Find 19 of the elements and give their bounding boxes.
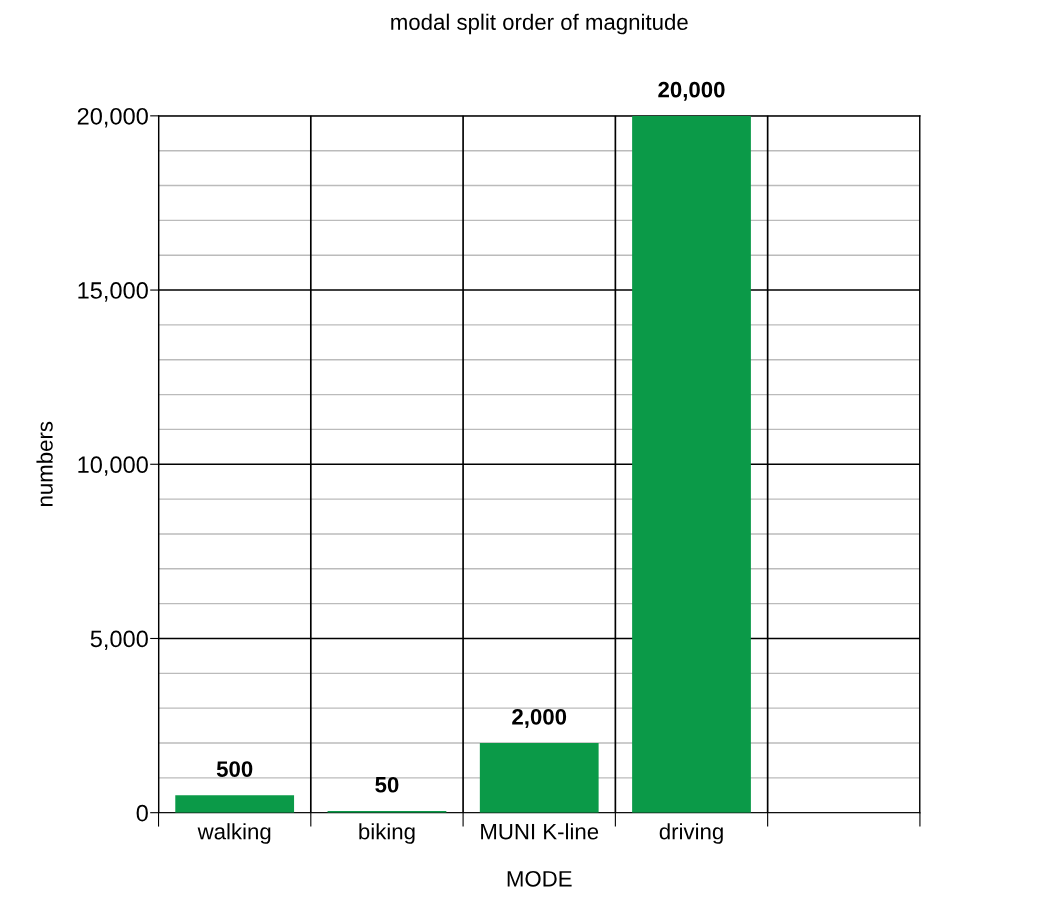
y-tick-label: 10,000	[78, 456, 148, 476]
data-label: 500	[216, 761, 253, 777]
bar	[175, 795, 295, 813]
bar	[632, 115, 751, 813]
data-label: 20,000	[658, 81, 725, 101]
x-tick-label: driving	[659, 823, 723, 844]
y-tick-label: 15,000	[78, 282, 148, 302]
data-label: 50	[375, 776, 399, 793]
x-tick-label: biking	[359, 823, 415, 844]
bar	[479, 743, 599, 813]
y-tick-label: 5,000	[90, 630, 148, 651]
y-axis-title: numbers	[36, 421, 53, 507]
x-tick-label: walking	[197, 823, 271, 844]
x-tick-label: MUNI K-line	[481, 823, 599, 840]
x-axis-title: MODE	[507, 870, 572, 887]
y-tick-label: 0	[136, 804, 148, 822]
data-label: 2,000	[512, 708, 567, 728]
chart-title: modal split order of magnitude	[391, 13, 688, 35]
y-tick-label: 20,000	[77, 107, 148, 128]
